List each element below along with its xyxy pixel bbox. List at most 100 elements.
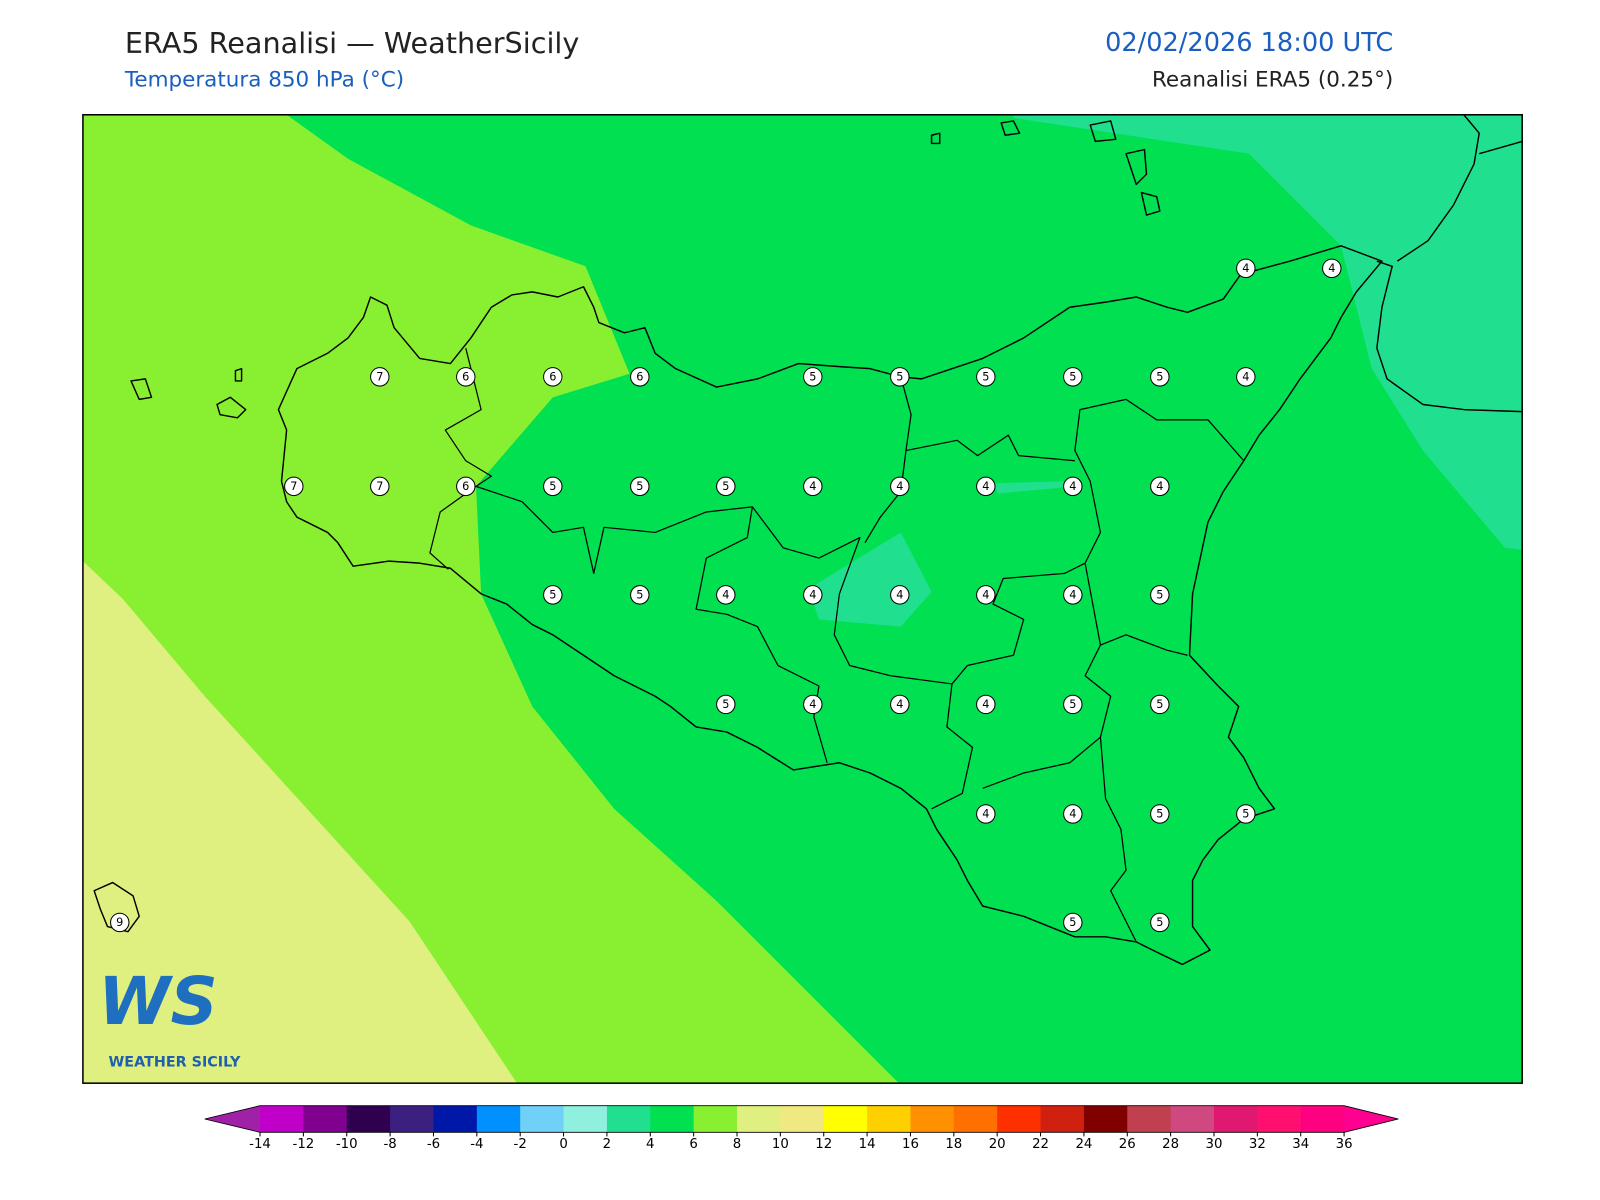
station-marker — [630, 476, 650, 497]
colorbar-tick-label: 16 — [902, 1137, 919, 1152]
colorbar-tick-label: -2 — [514, 1137, 527, 1152]
station: 4 — [976, 804, 996, 824]
colorbar-bin — [1213, 1105, 1258, 1133]
station: 5 — [543, 476, 563, 497]
station-marker — [284, 476, 304, 497]
station-marker — [890, 585, 910, 605]
colorbar-bin — [1257, 1105, 1302, 1133]
station-value: 4 — [896, 480, 903, 493]
logo: WS WEATHER SICILY — [98, 964, 241, 1071]
station-marker — [1150, 367, 1170, 387]
colorbar-tick-label: 28 — [1162, 1137, 1179, 1152]
station-value: 6 — [462, 370, 469, 383]
station: 5 — [1150, 694, 1170, 715]
colorbar-bin — [780, 1105, 825, 1133]
station-marker — [803, 694, 823, 715]
colorbar-bin — [1127, 1105, 1172, 1133]
colorbar-tick-label: 32 — [1249, 1137, 1266, 1152]
colorbar-tick-label: 0 — [559, 1137, 567, 1152]
station: 4 — [803, 694, 823, 715]
colorbar-under — [204, 1105, 261, 1133]
station-value: 5 — [1156, 698, 1163, 711]
station-marker — [1150, 804, 1170, 824]
station-marker — [630, 585, 650, 605]
colorbar-bin — [953, 1105, 998, 1133]
station-value: 5 — [896, 370, 903, 383]
subtitle: Temperatura 850 hPa (°C) — [124, 67, 404, 92]
station-marker — [1236, 258, 1256, 279]
station-value: 4 — [809, 698, 816, 711]
station: 4 — [803, 476, 823, 497]
title: ERA5 Reanalisi — WeatherSicily — [125, 26, 580, 60]
station-value: 6 — [462, 480, 469, 493]
station: 4 — [1063, 476, 1083, 497]
station-marker — [1063, 804, 1083, 824]
map: 4 4 7 6 6 6 5 5 5 5 5 4 7 7 6 5 5 5 4 4 4 4 4 5 5 4 4 4 4 4 5 5 4 4 4 5 5 4 4 5… — [82, 114, 1523, 1084]
station-value: 5 — [549, 588, 556, 601]
province-border — [429, 348, 1245, 943]
station-marker — [890, 476, 910, 497]
station-value: 5 — [1069, 698, 1076, 711]
colorbar: -14 -12 -10 -8 -6 -4 -2 0 2 4 6 8 10 12 14 16 18 20 22 24 26… — [204, 1105, 1399, 1152]
station-marker — [543, 367, 563, 387]
station: 4 — [890, 585, 910, 605]
colorbar-tick-label: 24 — [1075, 1137, 1092, 1152]
colorbar-bin — [433, 1105, 478, 1133]
station: 5 — [890, 367, 910, 387]
station-value: 5 — [1156, 588, 1163, 601]
colorbar-bin — [303, 1105, 348, 1133]
station-value: 4 — [982, 480, 989, 493]
station-value: 5 — [722, 480, 729, 493]
colorbar-bin — [1040, 1105, 1085, 1133]
station-marker — [1063, 367, 1083, 387]
station: 5 — [630, 476, 650, 497]
station: 4 — [1150, 476, 1170, 497]
colorbar-bin — [997, 1105, 1042, 1133]
station-value: 5 — [549, 480, 556, 493]
colorbar-bin — [260, 1105, 304, 1133]
station: 6 — [543, 367, 563, 387]
island — [93, 114, 1523, 933]
station: 7 — [284, 476, 304, 497]
station: 6 — [630, 367, 650, 387]
colorbar-tick-label: 6 — [689, 1137, 697, 1152]
station-marker — [976, 476, 996, 497]
station: 4 — [1063, 804, 1083, 824]
colorbar-tick-label: 26 — [1119, 1137, 1136, 1152]
colorbar-tick-label: 22 — [1032, 1137, 1049, 1152]
station-value: 4 — [1069, 480, 1076, 493]
station-value: 7 — [290, 480, 297, 493]
station-value: 4 — [722, 588, 729, 601]
colorbar-tick-label: 12 — [815, 1137, 832, 1152]
station-value: 4 — [1069, 588, 1076, 601]
station-value: 4 — [1069, 807, 1076, 820]
station-marker — [1236, 367, 1256, 387]
station-marker — [110, 912, 130, 933]
station-value: 4 — [1242, 370, 1249, 383]
station: 5 — [1063, 367, 1083, 387]
station: 4 — [1063, 585, 1083, 605]
colorbar-bin — [1300, 1105, 1345, 1133]
station-marker — [1150, 694, 1170, 715]
map-frame — [82, 114, 1523, 1084]
colorbar-tick-label: 8 — [733, 1137, 741, 1152]
station-marker — [716, 694, 736, 715]
station: 4 — [976, 585, 996, 605]
station-marker — [370, 476, 390, 497]
colorbar-bin — [606, 1105, 651, 1133]
station-value: 5 — [1242, 807, 1249, 820]
colorbar-bin — [823, 1105, 868, 1133]
station: 4 — [803, 585, 823, 605]
datetime: 02/02/2026 18:00 UTC — [1105, 28, 1393, 58]
station: 5 — [976, 367, 996, 387]
station: 4 — [890, 694, 910, 715]
station: 5 — [716, 476, 736, 497]
station-value: 6 — [636, 370, 643, 383]
station-value: 5 — [636, 588, 643, 601]
station-marker — [976, 694, 996, 715]
colorbar-tick-label: 10 — [772, 1137, 789, 1152]
station: 7 — [370, 476, 390, 497]
station-marker — [456, 367, 476, 387]
colorbar-bin — [867, 1105, 911, 1133]
